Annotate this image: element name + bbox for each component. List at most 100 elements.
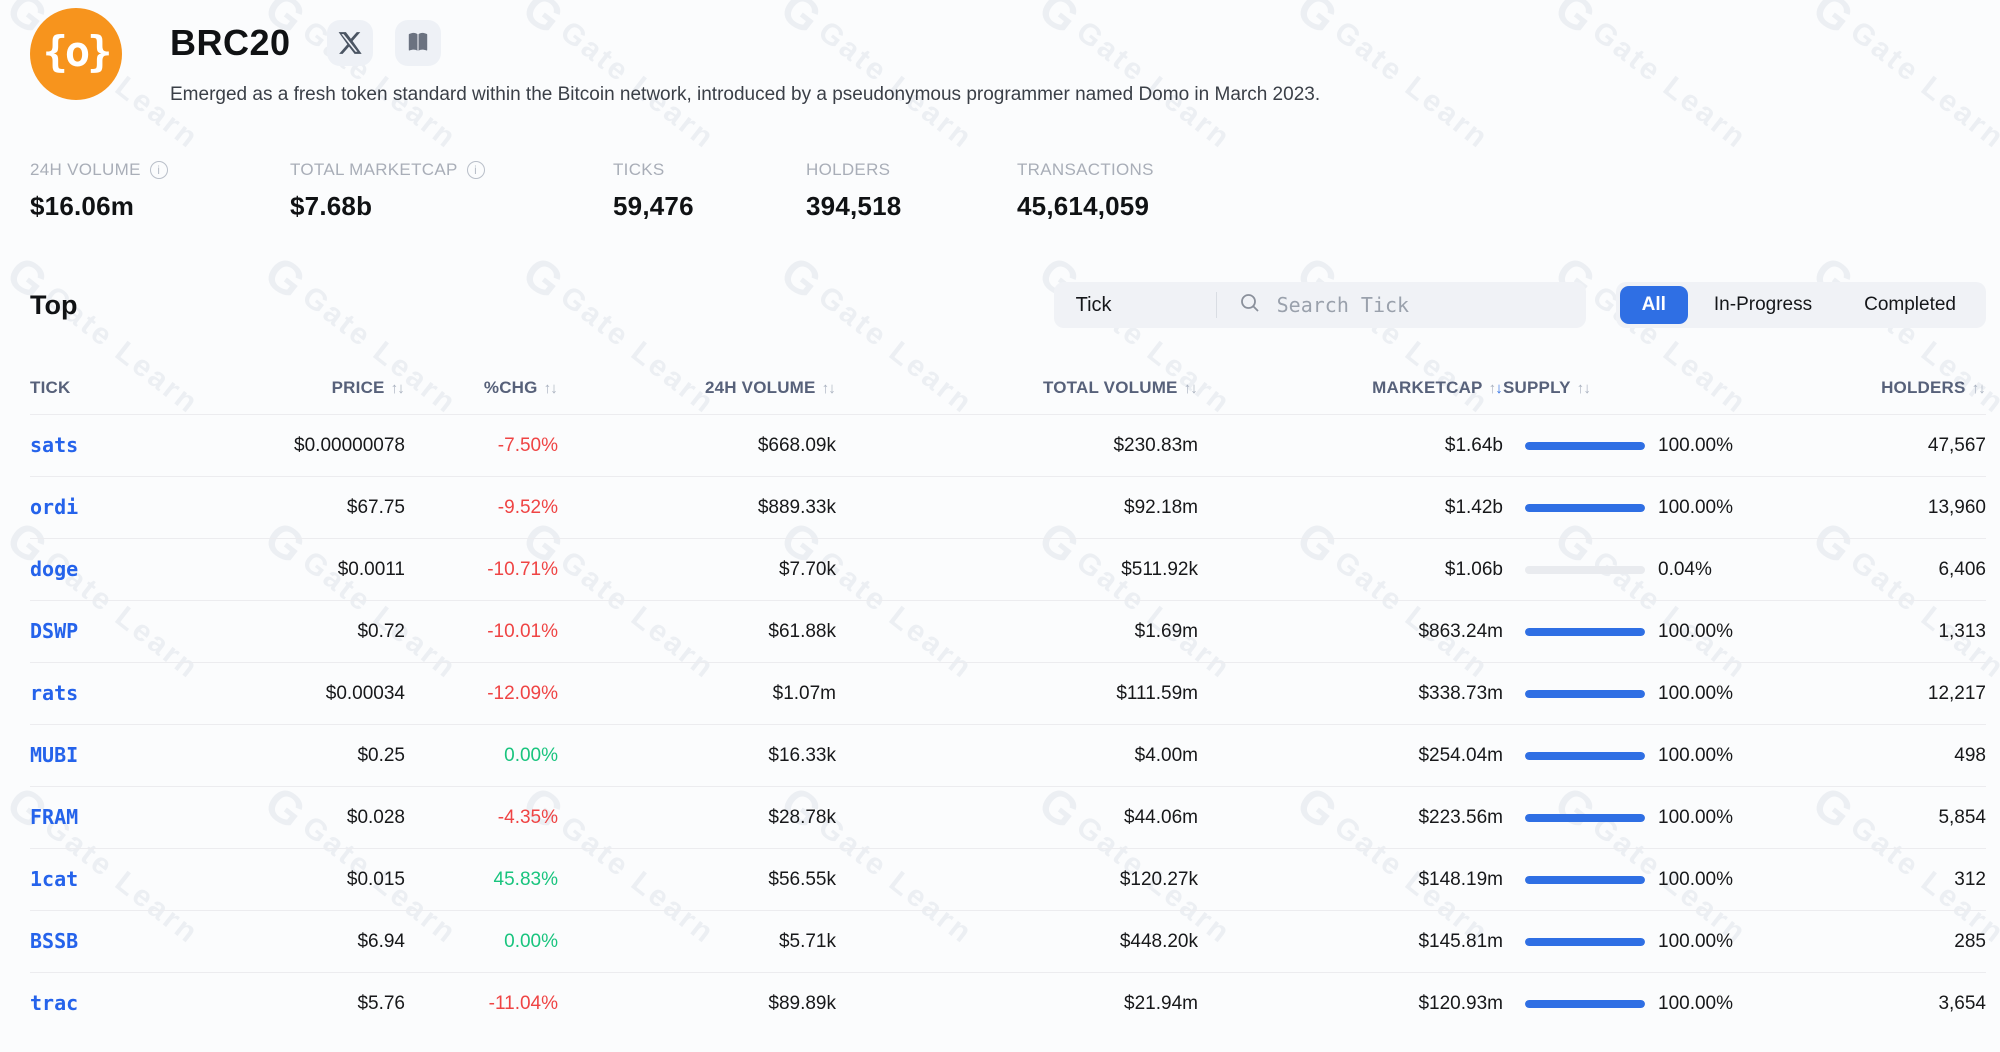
- column-header-tick: TICK: [30, 378, 230, 398]
- chg-cell: 0.00%: [504, 744, 558, 766]
- column-header--chg[interactable]: %CHG ↑ ↓: [405, 378, 558, 398]
- tick-cell: trac: [30, 991, 230, 1016]
- marketcap-cell: $338.73m: [1418, 682, 1503, 704]
- search-icon: [1239, 292, 1261, 319]
- table-body: sats $0.00000078 -7.50% $668.09k $230.83m $1.…: [30, 414, 1986, 1034]
- search-input[interactable]: [1274, 292, 1570, 318]
- holders-cell: 13,960: [1927, 496, 1986, 518]
- column-label: TOTAL VOLUME: [1042, 378, 1178, 397]
- price-cell: $0.00000078: [294, 434, 405, 456]
- column-label: MARKETCAP: [1372, 378, 1483, 397]
- chg-cell: -12.09%: [487, 682, 558, 704]
- stat-value: $16.06m: [30, 191, 135, 221]
- tick-cell: sats: [30, 433, 230, 458]
- holders-cell: 3,654: [1938, 992, 1986, 1014]
- price-cell: $0.0011: [337, 558, 405, 580]
- supply-percent: 100.00%: [1658, 682, 1734, 704]
- column-label: PRICE: [331, 378, 385, 397]
- column-label: 24H VOLUME: [704, 378, 816, 397]
- tick-link[interactable]: BSSB: [30, 929, 79, 953]
- tab-completed[interactable]: Completed: [1838, 286, 1982, 324]
- title-row: BRC20: [170, 20, 1320, 66]
- total-volume-cell: $511.92k: [1121, 558, 1198, 580]
- supply-cell: 100.00%: [1503, 683, 1825, 705]
- tick-link[interactable]: doge: [30, 557, 79, 581]
- tick-filter-dropdown[interactable]: Tick: [1076, 294, 1216, 317]
- table-header-row: TICK PRICE ↑ ↓ %CHG ↑ ↓ 24H VOLUME ↑ ↓ TOTAL VOLUM…: [30, 370, 1986, 406]
- tick-link[interactable]: MUBI: [30, 743, 79, 767]
- volume-24h-cell: $889.33k: [757, 496, 836, 518]
- tick-link[interactable]: sats: [30, 433, 79, 457]
- supply-percent: 100.00%: [1658, 992, 1734, 1014]
- column-header-total-volume[interactable]: TOTAL VOLUME ↑ ↓: [836, 378, 1198, 398]
- price-cell: $5.76: [357, 992, 405, 1014]
- total-volume-cell: $120.27k: [1119, 868, 1198, 890]
- tick-cell: BSSB: [30, 929, 230, 954]
- sort-icon: ↑ ↓: [543, 379, 558, 397]
- holders-cell: 498: [1954, 744, 1986, 766]
- tick-cell: DSWP: [30, 619, 230, 644]
- stat-value: 45,614,059: [1017, 191, 1150, 221]
- stat-label: HOLDERS: [806, 160, 891, 179]
- volume-24h-cell: $89.89k: [768, 992, 836, 1014]
- table-row: 1cat $0.015 45.83% $56.55k $120.27k $148.19m 1…: [30, 848, 1986, 910]
- tick-cell: 1cat: [30, 867, 230, 892]
- docs-button[interactable]: [394, 20, 441, 66]
- supply-cell: 100.00%: [1503, 807, 1825, 829]
- tick-link[interactable]: 1cat: [30, 867, 79, 891]
- supply-progress-bar: [1525, 565, 1645, 574]
- supply-cell: 0.04%: [1503, 559, 1825, 581]
- table-row: doge $0.0011 -10.71% $7.70k $511.92k $1.06b 0.…: [30, 538, 1986, 600]
- column-header-24h-volume[interactable]: 24H VOLUME ↑ ↓: [558, 378, 836, 398]
- tick-link[interactable]: FRAM: [30, 805, 79, 829]
- chg-cell: -4.35%: [497, 806, 558, 828]
- twitter-x-button[interactable]: [326, 20, 373, 66]
- supply-percent: 100.00%: [1658, 806, 1734, 828]
- stat-ticks: TICKS 59,476: [613, 160, 806, 222]
- tick-link[interactable]: DSWP: [30, 619, 79, 643]
- column-header-holders[interactable]: HOLDERS ↑ ↓: [1825, 378, 1986, 398]
- chg-cell: 45.83%: [493, 868, 558, 890]
- supply-percent: 100.00%: [1658, 434, 1734, 456]
- supply-progress-bar: [1525, 627, 1645, 636]
- column-header-supply[interactable]: SUPPLY ↑ ↓: [1503, 378, 1825, 398]
- column-label: HOLDERS: [1881, 378, 1966, 397]
- supply-progress-bar: [1525, 689, 1645, 698]
- tab-in-progress[interactable]: In-Progress: [1688, 286, 1838, 324]
- price-cell: $0.028: [346, 806, 405, 828]
- total-volume-cell: $448.20k: [1119, 930, 1198, 952]
- total-volume-cell: $21.94m: [1124, 992, 1198, 1014]
- tick-link[interactable]: trac: [30, 991, 79, 1015]
- chg-cell: -10.01%: [487, 620, 558, 642]
- marketcap-cell: $120.93m: [1418, 992, 1503, 1014]
- info-icon[interactable]: i: [466, 161, 485, 179]
- supply-percent: 0.04%: [1658, 558, 1712, 580]
- table-row: ordi $67.75 -9.52% $889.33k $92.18m $1.42b 100…: [30, 476, 1986, 538]
- price-cell: $6.94: [357, 930, 405, 952]
- token-description: Emerged as a fresh token standard within…: [170, 84, 1321, 105]
- page-title: BRC20: [170, 22, 291, 63]
- column-header-price[interactable]: PRICE ↑ ↓: [230, 378, 405, 398]
- search-divider: [1215, 292, 1217, 318]
- tick-link[interactable]: rats: [30, 681, 79, 705]
- holders-cell: 5,854: [1938, 806, 1986, 828]
- tick-table: TICK PRICE ↑ ↓ %CHG ↑ ↓ 24H VOLUME ↑ ↓ TOTAL VOLUM…: [30, 370, 1986, 1034]
- table-row: FRAM $0.028 -4.35% $28.78k $44.06m $223.56m 10…: [30, 786, 1986, 848]
- tab-all[interactable]: All: [1619, 286, 1688, 324]
- chg-cell: -11.04%: [488, 992, 558, 1014]
- supply-progress-bar: [1525, 937, 1645, 946]
- supply-percent: 100.00%: [1658, 496, 1734, 518]
- tick-cell: FRAM: [30, 805, 230, 830]
- stat-transactions: TRANSACTIONS 45,614,059: [1017, 160, 1154, 222]
- stat-label: TICKS: [613, 160, 665, 179]
- chg-cell: -10.71%: [487, 558, 558, 580]
- status-tabs: All In-Progress Completed: [1615, 282, 1986, 328]
- supply-progress-bar: [1525, 875, 1645, 884]
- tick-link[interactable]: ordi: [30, 495, 79, 519]
- stat-value: 394,518: [806, 191, 902, 221]
- info-icon[interactable]: i: [149, 161, 168, 179]
- column-header-marketcap[interactable]: MARKETCAP ↑ ↓: [1198, 378, 1503, 398]
- supply-progress-bar: [1525, 441, 1645, 450]
